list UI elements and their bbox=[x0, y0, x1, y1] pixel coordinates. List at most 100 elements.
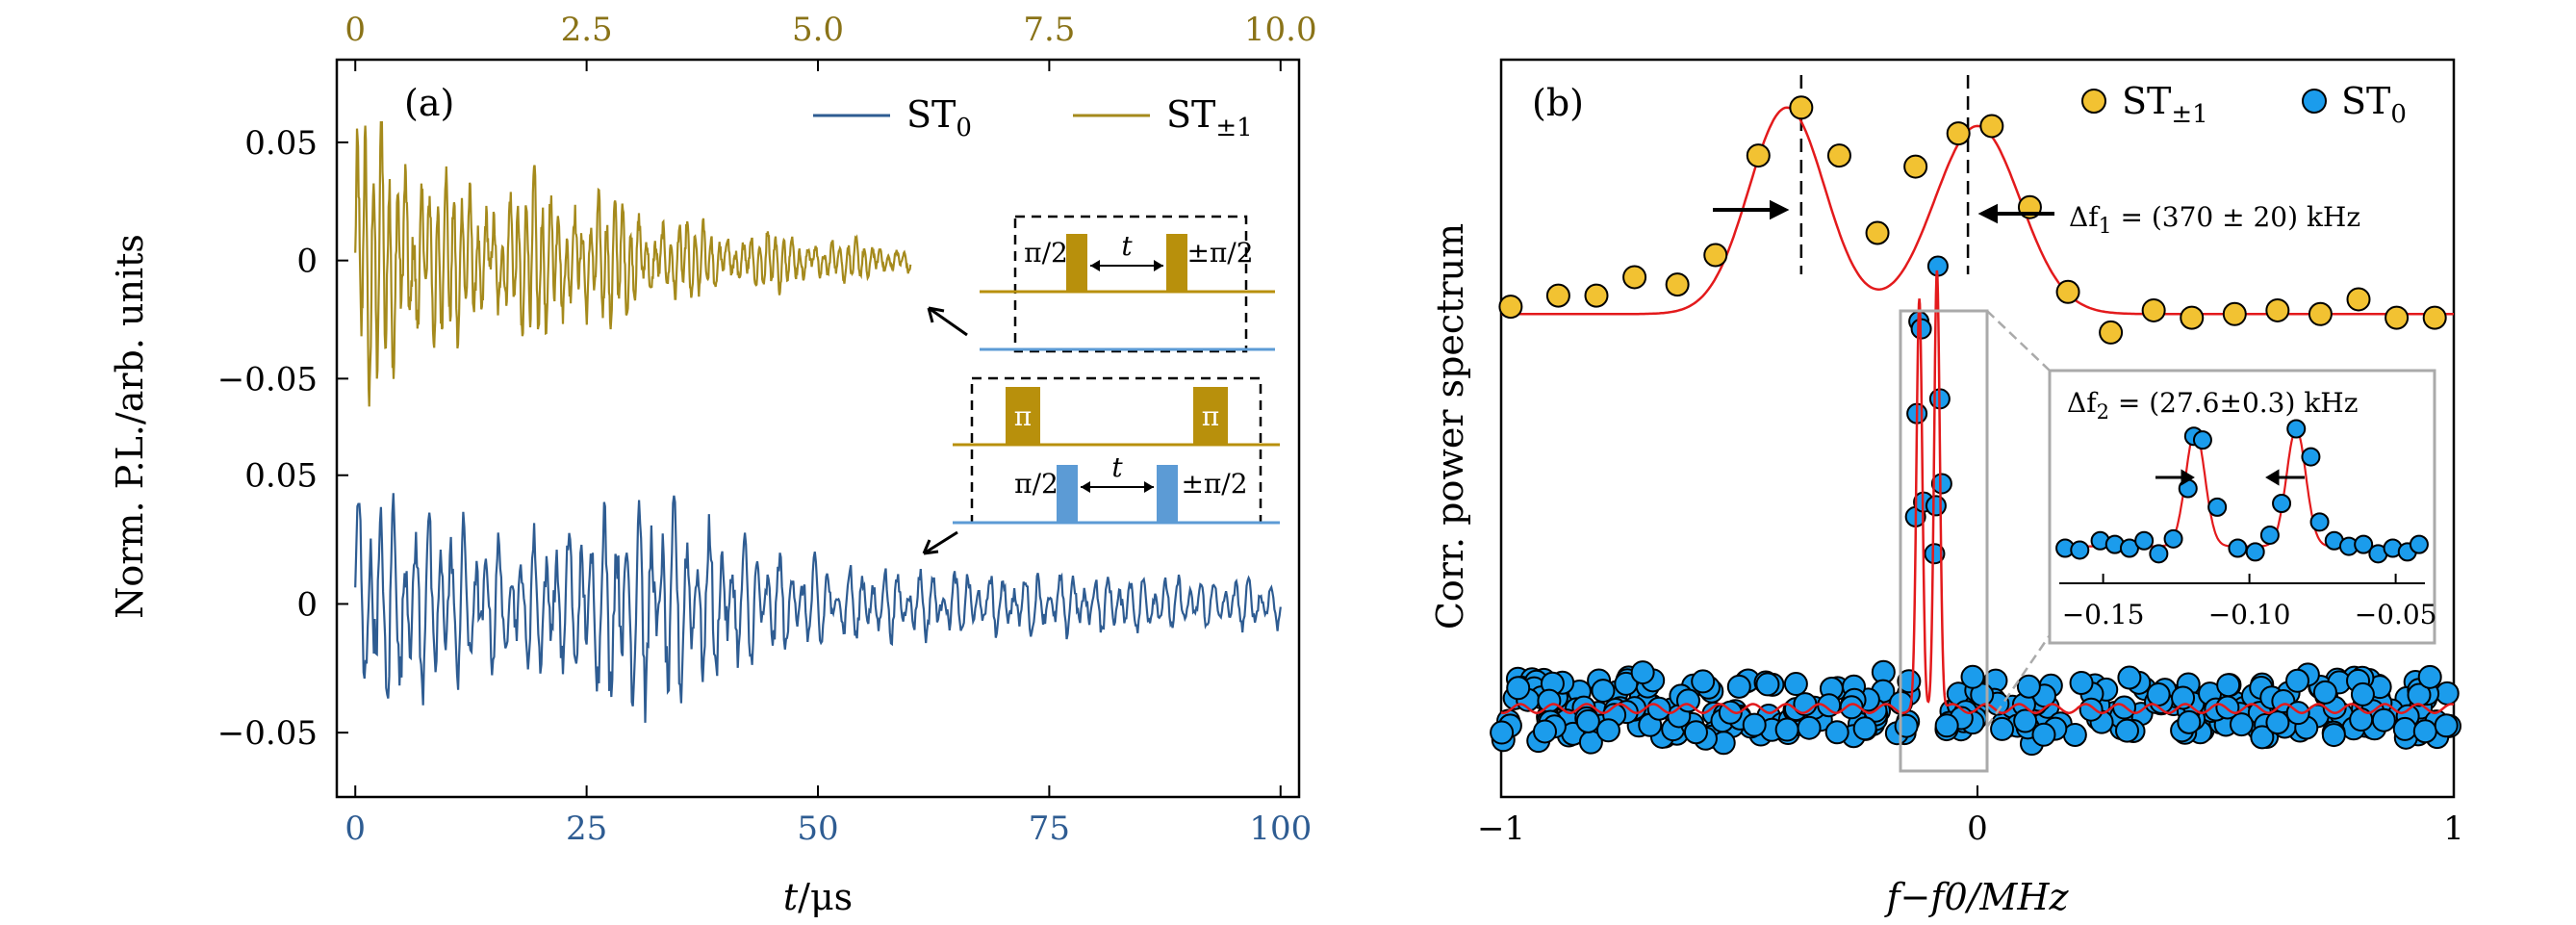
zoom-inset-title: Δf2 = (27.6±0.3) kHz bbox=[2067, 387, 2358, 424]
b-x-tick-label: 0 bbox=[1967, 809, 1988, 848]
pulse-inset-upper-pulse-2 bbox=[1166, 234, 1187, 292]
top-tick-label: 0 bbox=[344, 11, 366, 49]
legend-st-pm1-sub: ±1 bbox=[1215, 114, 1252, 142]
st0-marker bbox=[1591, 679, 1616, 704]
top-tick-label: 10.0 bbox=[1244, 11, 1317, 49]
st0-marker bbox=[2146, 681, 2171, 707]
st0-marker bbox=[2079, 697, 2104, 722]
zoom-inset-markers bbox=[2055, 419, 2429, 564]
bottom-tick-label: 25 bbox=[566, 809, 607, 848]
st0-marker bbox=[1532, 719, 1557, 744]
st-pm1-marker bbox=[1789, 95, 1814, 120]
legend-st0-main: ST bbox=[906, 93, 956, 136]
pulse-inset-upper-frame bbox=[1013, 215, 1248, 353]
legend-b-st-pm1-main: ST bbox=[2122, 80, 2171, 122]
st-pm1-marker bbox=[1903, 154, 1928, 179]
inset-marker bbox=[2272, 494, 2292, 513]
st0-marker bbox=[1595, 718, 1620, 743]
lower-y-tick-label: −0.05 bbox=[217, 714, 318, 753]
inset-marker bbox=[2228, 538, 2248, 558]
zoom-inset-arrow-right bbox=[2265, 469, 2305, 486]
inset-marker bbox=[2309, 512, 2330, 532]
zoom-region-box bbox=[1899, 309, 1989, 773]
st0-marker bbox=[1506, 676, 1531, 701]
legend-b-st0-marker bbox=[2302, 89, 2327, 114]
upper-y-tick-label: −0.05 bbox=[217, 360, 318, 398]
st-pm1-marker bbox=[1946, 121, 1971, 146]
st0-marker bbox=[1824, 720, 1849, 745]
inset-marker bbox=[2409, 534, 2429, 554]
panel-b-legend: ST±1 ST0 bbox=[2081, 80, 2407, 129]
inset-tick-label: −0.05 bbox=[2355, 599, 2437, 630]
inset-marker bbox=[2301, 447, 2321, 467]
st-pm1-marker bbox=[2099, 320, 2124, 345]
legend-b-st0-main: ST bbox=[2341, 80, 2390, 122]
fit-curve-st0 bbox=[1500, 270, 2455, 714]
st0-marker bbox=[1774, 717, 1799, 742]
zoom-inset-frame bbox=[2048, 369, 2436, 645]
st0-marker bbox=[1691, 669, 1716, 694]
inset-marker bbox=[2354, 534, 2374, 554]
inset-marker bbox=[2245, 542, 2265, 562]
lower-y-tick-label: 0.05 bbox=[244, 457, 318, 496]
bottom-tick-label: 50 bbox=[797, 809, 838, 848]
panel-b-x-axis: −1 0 1 bbox=[1477, 785, 2464, 848]
legend-b-st-pm1-marker bbox=[2081, 89, 2106, 114]
panel-a-ylabel: Norm. P.L./arb. units bbox=[109, 234, 151, 619]
pulse-inset-lower-pi-pulse-1 bbox=[1006, 387, 1040, 445]
st-pm1-marker bbox=[1703, 243, 1728, 268]
st0-marker bbox=[2171, 685, 2196, 710]
top-tick-label: 2.5 bbox=[561, 11, 613, 49]
st0-marker bbox=[2312, 680, 2337, 705]
delta-f1-sub: 1 bbox=[2099, 215, 2112, 239]
peak-marker-lines bbox=[1799, 75, 1970, 274]
inset-tick-label: −0.15 bbox=[2062, 599, 2145, 630]
st0-marker bbox=[1537, 688, 1562, 713]
pulse-inset-lower-pi-pulse-2 bbox=[1193, 387, 1228, 445]
pulse-inset-lower-pulse-1 bbox=[1057, 465, 1078, 523]
st0-marker bbox=[2350, 681, 2375, 707]
st0-peak-marker bbox=[1925, 495, 1947, 517]
b-x-tick-label: −1 bbox=[1477, 809, 1525, 848]
st0-marker bbox=[1894, 713, 1919, 738]
pulse-inset-upper-pulse-1 bbox=[1066, 234, 1087, 292]
st0-marker bbox=[2062, 722, 2087, 747]
panel-b-label: (b) bbox=[1532, 82, 1584, 124]
st-pm1-marker bbox=[1826, 143, 1851, 168]
zoom-inset-title-sub: 2 bbox=[2097, 400, 2109, 424]
upper-y-tick-label: 0.05 bbox=[244, 124, 318, 163]
st0-marker bbox=[2412, 719, 2437, 744]
legend-st-pm1-label: ST±1 bbox=[1166, 93, 1253, 142]
top-tick-label: 7.5 bbox=[1023, 11, 1075, 49]
st-pm1-marker bbox=[1545, 283, 1570, 308]
st0-marker bbox=[2371, 707, 2396, 732]
st0-marker bbox=[1490, 720, 1515, 745]
pulse-inset-lower-label-2: ±π/2 bbox=[1181, 468, 1247, 500]
legend-b-st-pm1-label: ST±1 bbox=[2122, 80, 2208, 129]
bottom-tick-label: 75 bbox=[1029, 809, 1070, 848]
st0-marker bbox=[2013, 708, 2038, 733]
st0-marker bbox=[2392, 716, 2417, 741]
st0-marker bbox=[2265, 710, 2290, 735]
inset-marker bbox=[2207, 497, 2228, 517]
pulse-inset-lower-label-1: π/2 bbox=[1014, 468, 1058, 500]
st0-marker bbox=[2031, 722, 2056, 747]
panel-a-legend: ST0 ST±1 bbox=[813, 93, 1253, 142]
st-pm1-marker bbox=[2055, 279, 2080, 304]
st-pm1-marker bbox=[1584, 283, 1609, 308]
zoom-inset-x-ticks: −0.15 −0.10 −0.05 bbox=[2062, 574, 2437, 630]
st0-marker bbox=[2016, 674, 2041, 699]
inset-marker bbox=[2134, 530, 2155, 551]
width-arrow-left bbox=[1713, 199, 1790, 220]
inset-marker bbox=[2163, 528, 2183, 549]
st-pm1-marker bbox=[1622, 265, 1647, 290]
st-pm1-marker bbox=[1498, 295, 1523, 320]
st0-marker bbox=[1630, 660, 1655, 685]
panel-a-xlabel-unit: /μs bbox=[798, 876, 853, 918]
pulse-inset-lower: π π π/2 t ±π/2 bbox=[953, 376, 1280, 525]
panel-a-upper-y-axis: 0.05 0 −0.05 bbox=[217, 124, 348, 398]
zoom-connector-top bbox=[1986, 310, 2051, 372]
st0-peak-marker bbox=[1930, 473, 1952, 495]
pulse-inset-upper-pointer-arrow bbox=[927, 306, 968, 337]
st0-marker bbox=[2117, 665, 2142, 690]
